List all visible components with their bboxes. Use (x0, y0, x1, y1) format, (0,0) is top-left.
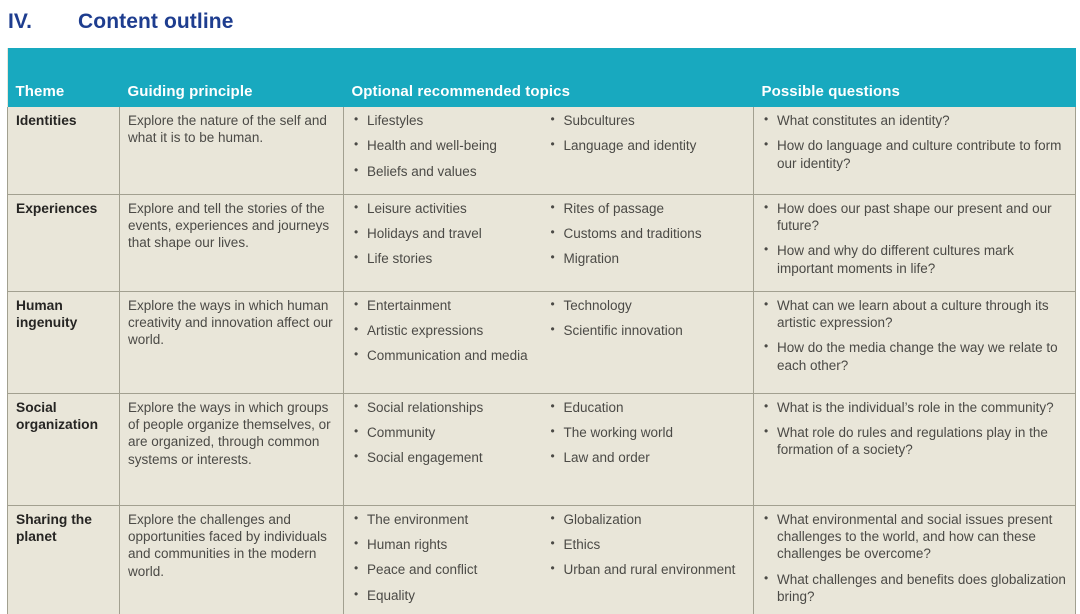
list-item: Technology (549, 297, 740, 314)
list-item: How do language and culture contribute t… (762, 137, 1067, 172)
guiding-principle-cell: Explore the challenges and opportunities… (119, 504, 344, 614)
content-outline-table-wrapper: Theme Guiding principle Optional recomme… (7, 48, 1076, 614)
table-row: Sharing the planet Explore the challenge… (7, 504, 1076, 614)
list-item: Rites of passage (549, 200, 740, 217)
list-item: Leisure activities (352, 200, 543, 217)
list-item: Education (549, 399, 740, 416)
list-item: Customs and traditions (549, 225, 740, 242)
list-item: Subcultures (549, 112, 740, 129)
list-item: Social relationships (352, 399, 543, 416)
list-item: Community (352, 424, 543, 441)
list-item: Ethics (549, 536, 740, 553)
column-header-guiding-principle: Guiding principle (119, 48, 344, 107)
list-item: Entertainment (352, 297, 543, 314)
questions-cell: What can we learn about a culture throug… (753, 290, 1076, 394)
list-item: What challenges and benefits does global… (762, 571, 1067, 606)
list-item: Lifestyles (352, 112, 543, 129)
list-item: Equality (352, 587, 543, 604)
theme-cell: Experiences (7, 193, 120, 292)
list-item: Language and identity (549, 137, 740, 154)
topics-list-right: Globalization Ethics Urban and rural env… (549, 511, 746, 612)
topics-list-right: Subcultures Language and identity (549, 112, 746, 188)
guiding-principle-cell: Explore the nature of the self and what … (119, 107, 344, 195)
topics-list-left: The environment Human rights Peace and c… (352, 511, 549, 612)
list-item: Scientific innovation (549, 322, 740, 339)
page-title: Content outline (78, 10, 234, 33)
list-item: Health and well-being (352, 137, 543, 154)
questions-list: What environmental and social issues pre… (762, 511, 1067, 605)
topics-cell: Leisure activities Holidays and travel L… (343, 193, 754, 292)
list-item: What environmental and social issues pre… (762, 511, 1067, 563)
column-header-optional-topics: Optional recommended topics (343, 48, 754, 107)
list-item: What is the individual’s role in the com… (762, 399, 1067, 416)
list-item: How does our past shape our present and … (762, 200, 1067, 235)
table-header: Theme Guiding principle Optional recomme… (7, 48, 1076, 107)
table-row: Social organization Explore the ways in … (7, 392, 1076, 506)
list-item: Communication and media (352, 347, 543, 364)
list-item: The working world (549, 424, 740, 441)
section-heading: IV. Content outline (8, 10, 233, 34)
topics-list-left: Lifestyles Health and well-being Beliefs… (352, 112, 549, 188)
topics-list-left: Leisure activities Holidays and travel L… (352, 200, 549, 276)
list-item: Law and order (549, 449, 740, 466)
questions-cell: How does our past shape our present and … (753, 193, 1076, 292)
table-row: Human ingenuity Explore the ways in whic… (7, 290, 1076, 394)
questions-cell: What environmental and social issues pre… (753, 504, 1076, 614)
topics-cell: Entertainment Artistic expressions Commu… (343, 290, 754, 394)
questions-cell: What is the individual’s role in the com… (753, 392, 1076, 506)
list-item: Globalization (549, 511, 740, 528)
list-item: Holidays and travel (352, 225, 543, 242)
content-outline-table: Theme Guiding principle Optional recomme… (7, 48, 1076, 614)
column-header-theme: Theme (7, 48, 120, 107)
list-item: Artistic expressions (352, 322, 543, 339)
topics-cell: Lifestyles Health and well-being Beliefs… (343, 107, 754, 195)
guiding-principle-cell: Explore and tell the stories of the even… (119, 193, 344, 292)
theme-cell: Identities (7, 107, 120, 195)
list-item: Beliefs and values (352, 163, 543, 180)
list-item: What can we learn about a culture throug… (762, 297, 1067, 332)
table-row: Experiences Explore and tell the stories… (7, 193, 1076, 292)
list-item: Urban and rural environment (549, 561, 740, 578)
list-item: What role do rules and regulations play … (762, 424, 1067, 459)
list-item: Migration (549, 250, 740, 267)
guiding-principle-cell: Explore the ways in which human creativi… (119, 290, 344, 394)
list-item: Social engagement (352, 449, 543, 466)
topics-list-right: Technology Scientific innovation (549, 297, 746, 373)
list-item: Human rights (352, 536, 543, 553)
table-row: Identities Explore the nature of the sel… (7, 107, 1076, 195)
guiding-principle-cell: Explore the ways in which groups of peop… (119, 392, 344, 506)
theme-cell: Human ingenuity (7, 290, 120, 394)
theme-cell: Social organization (7, 392, 120, 506)
questions-cell: What constitutes an identity? How do lan… (753, 107, 1076, 195)
list-item: How do the media change the way we relat… (762, 339, 1067, 374)
topics-list-right: Education The working world Law and orde… (549, 399, 746, 475)
list-item: What constitutes an identity? (762, 112, 1067, 129)
questions-list: What can we learn about a culture throug… (762, 297, 1067, 374)
section-number: IV. (8, 10, 33, 33)
list-item: Life stories (352, 250, 543, 267)
topics-list-left: Social relationships Community Social en… (352, 399, 549, 475)
topics-cell: Social relationships Community Social en… (343, 392, 754, 506)
questions-list: How does our past shape our present and … (762, 200, 1067, 277)
questions-list: What is the individual’s role in the com… (762, 399, 1067, 459)
questions-list: What constitutes an identity? How do lan… (762, 112, 1067, 172)
topics-list-right: Rites of passage Customs and traditions … (549, 200, 746, 276)
theme-cell: Sharing the planet (7, 504, 120, 614)
topics-cell: The environment Human rights Peace and c… (343, 504, 754, 614)
list-item: The environment (352, 511, 543, 528)
column-header-possible-questions: Possible questions (753, 48, 1076, 107)
topics-list-left: Entertainment Artistic expressions Commu… (352, 297, 549, 373)
list-item: How and why do different cultures mark i… (762, 242, 1067, 277)
list-item: Peace and conflict (352, 561, 543, 578)
